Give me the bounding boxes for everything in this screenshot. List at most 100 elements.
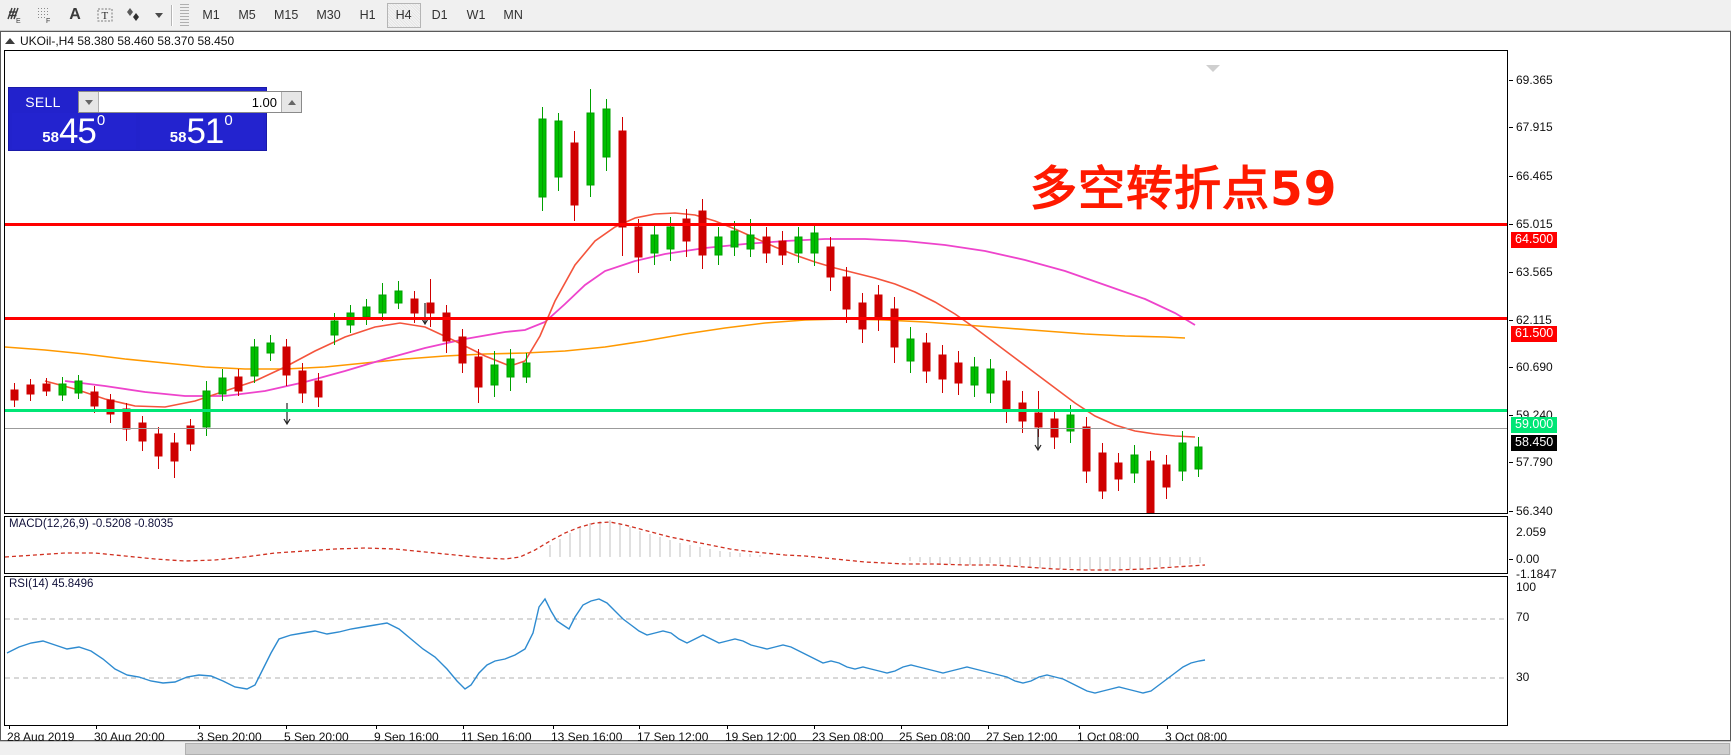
toolbar-separator — [171, 4, 173, 26]
objects-icon[interactable] — [120, 1, 150, 30]
timeframe-m30[interactable]: M30 — [316, 8, 341, 22]
buy-button[interactable]: BUY — [322, 94, 352, 110]
time-tick-mark — [727, 725, 728, 729]
buy-price-integer: 58 — [169, 129, 187, 146]
indicators-icon[interactable]: E — [0, 1, 30, 30]
macd-signal-line — [5, 521, 1206, 571]
time-tick-mark — [553, 725, 554, 729]
price-box-58-450: 58.450 — [1511, 435, 1558, 451]
one-click-trading-panel[interactable]: SELL BUY 58 45 0 58 51 0 — [8, 87, 352, 152]
price-tick-60-690: 60.690 — [1509, 361, 1553, 374]
price-box-59-000: 59.000 — [1511, 417, 1558, 433]
price-tick-66-465: 66.465 — [1509, 170, 1553, 183]
symbol-ohlc-label: UKOil-,H4 58.380 58.460 58.370 58.450 — [20, 33, 235, 48]
time-tick-mark — [463, 725, 464, 729]
rsi-label: RSI(14) 45.8496 — [9, 578, 94, 590]
chart-text-annotation[interactable]: 多空转折点59 — [1030, 162, 1338, 217]
scale-tick-100: 100 — [1516, 580, 1537, 594]
timeframe-m15[interactable]: M15 — [274, 8, 299, 22]
timeframe-group: M1 M5 M15 M30 H1 H4 D1 W1 MN — [193, 2, 532, 28]
time-tick-mark — [1079, 725, 1080, 729]
volume-input[interactable] — [99, 92, 281, 112]
time-tick-mark — [639, 725, 640, 729]
time-label: 11 Sep 16:00 — [461, 730, 532, 744]
main-toolbar: E F A T — [0, 0, 1731, 31]
ma-orange-line — [5, 318, 1186, 370]
macd-pane[interactable]: MACD(12,26,9) -0.5208 -0.8035 — [4, 516, 1508, 574]
macd-label: MACD(12,26,9) -0.5208 -0.8035 — [9, 518, 174, 530]
timeframe-m1[interactable]: M1 — [202, 8, 220, 22]
macd-chart-svg — [5, 520, 1206, 571]
crosshair-grid-icon[interactable]: F — [30, 1, 60, 30]
chevron-down-icon — [84, 99, 93, 105]
chart-shift-marker-icon[interactable] — [1206, 65, 1220, 72]
price-box-61-500: 61.500 — [1511, 326, 1558, 342]
time-tick-mark — [9, 725, 10, 729]
time-tick-mark — [286, 725, 287, 729]
time-scale[interactable]: 28 Aug 2019 30 Aug 20:00 3 Sep 20:00 5 Sep … — [1, 725, 1731, 748]
buy-price-fraction: 0 — [224, 112, 233, 129]
timeframe-h1[interactable]: H1 — [359, 8, 376, 22]
scale-tick-70: 70 — [1516, 610, 1530, 624]
time-label: 5 Sep 20:00 — [284, 730, 349, 744]
timeframe-m5[interactable]: M5 — [238, 8, 256, 22]
level-line-64500[interactable] — [5, 223, 1507, 226]
volume-increase-button[interactable] — [281, 92, 301, 112]
chart-window: UKOil-,H4 58.380 58.460 58.370 58.450 — [0, 31, 1731, 744]
toolbar-grip[interactable] — [180, 4, 189, 26]
price-tick-57-790: 57.790 — [1509, 456, 1553, 469]
price-box-64-500: 64.500 — [1511, 232, 1558, 248]
timeframe-h4[interactable]: H4 — [386, 2, 421, 28]
ma-red-line — [44, 212, 1196, 438]
objects-dropdown-icon[interactable] — [150, 1, 166, 30]
scale-tick-0neg00: 0.00 — [1509, 553, 1539, 566]
timeframe-mn[interactable]: MN — [503, 8, 523, 22]
rsi-pane[interactable]: RSI(14) 45.8496 — [4, 576, 1508, 726]
arrow-markers — [283, 303, 1042, 452]
price-chart-svg — [5, 89, 1203, 513]
price-scale[interactable]: 69.365 67.915 66.465 65.015 63.565 62.115 60.6… — [1509, 50, 1729, 726]
level-line-58450 — [5, 428, 1507, 429]
rsi-line — [6, 597, 1206, 694]
level-line-59000[interactable] — [5, 409, 1507, 412]
horizontal-scrollbar[interactable] — [0, 741, 1731, 755]
time-tick-mark — [376, 725, 377, 729]
time-tick-mark — [199, 725, 200, 729]
price-tick-69-365: 69.365 — [1509, 74, 1553, 87]
level-line-61500[interactable] — [5, 317, 1507, 320]
sell-price-display[interactable]: 58 45 0 — [12, 113, 136, 149]
time-tick-mark — [901, 725, 902, 729]
trade-panel-quotes: 58 45 0 58 51 0 — [9, 113, 266, 152]
volume-decrease-button[interactable] — [79, 92, 99, 112]
scale-tick-30: 30 — [1516, 670, 1530, 684]
svg-text:F: F — [46, 18, 50, 25]
price-tick-65-015: 65.015 — [1509, 218, 1553, 231]
text-label-icon[interactable]: T — [90, 1, 120, 30]
svg-text:T: T — [102, 10, 109, 22]
sell-button[interactable]: SELL — [25, 94, 61, 110]
sell-price-integer: 58 — [42, 129, 59, 146]
sell-price-main: 45 — [58, 111, 97, 151]
text-tool-icon[interactable]: A — [69, 6, 81, 23]
volume-stepper[interactable] — [78, 91, 302, 113]
buy-price-display[interactable]: 58 51 0 — [139, 111, 263, 151]
time-label: 1 Oct 08:00 — [1077, 730, 1140, 744]
candlestick-series — [10, 89, 1203, 513]
timeframe-d1[interactable]: D1 — [431, 8, 448, 22]
time-label: 27 Sep 12:00 — [986, 730, 1058, 744]
scrollbar-thumb[interactable] — [185, 743, 1730, 755]
scale-tick-neg1-1847: -1.1847 — [1516, 567, 1557, 581]
collapse-triangle-icon[interactable] — [5, 37, 15, 44]
buy-price-main: 51 — [186, 111, 224, 151]
chevron-up-icon — [287, 99, 296, 105]
symbol-bar: UKOil-,H4 58.380 58.460 58.370 58.450 — [1, 32, 1730, 49]
time-label: 19 Sep 12:00 — [725, 730, 797, 744]
time-label: 3 Sep 20:00 — [197, 730, 262, 744]
sell-price-fraction: 0 — [96, 112, 106, 129]
svg-text:E: E — [16, 18, 21, 25]
trade-panel-top-row: SELL BUY — [9, 88, 352, 113]
timeframe-w1[interactable]: W1 — [466, 8, 486, 22]
time-label: 13 Sep 16:00 — [551, 730, 623, 744]
time-label: 25 Sep 08:00 — [899, 730, 971, 744]
rsi-chart-svg — [5, 597, 1507, 694]
